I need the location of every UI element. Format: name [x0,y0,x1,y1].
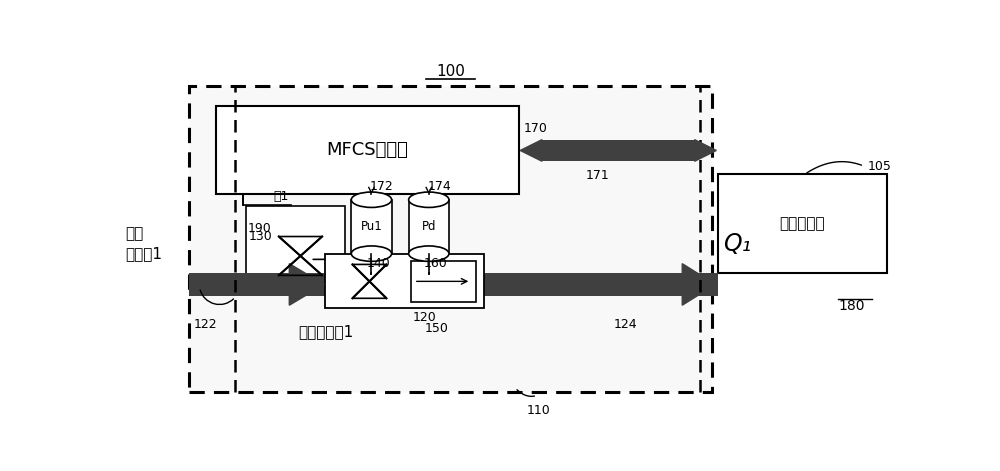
Bar [484,273,712,296]
Ellipse shape [409,246,449,261]
Bar [351,200,392,254]
Text: 150: 150 [425,322,449,335]
Text: 主机控制器: 主机控制器 [780,216,825,231]
Text: Q₁: Q₁ [723,232,751,256]
Text: 120: 120 [412,311,436,325]
Text: 170: 170 [524,122,548,135]
Text: 122: 122 [193,317,217,331]
Text: MFCS控制器: MFCS控制器 [327,141,409,159]
Text: 174: 174 [427,180,451,193]
Bar [712,273,718,296]
Text: 110: 110 [526,404,550,417]
Ellipse shape [351,192,392,207]
Text: 130: 130 [249,229,273,243]
Text: 流量限制器1: 流量限制器1 [298,324,353,339]
Text: Pu1: Pu1 [361,220,382,233]
Bar [216,106,519,195]
Ellipse shape [409,192,449,207]
Polygon shape [520,140,542,161]
Text: 190: 190 [247,222,271,235]
Text: 来自
气体源1: 来自 气体源1 [125,226,162,261]
Polygon shape [289,264,324,305]
Bar [325,254,484,309]
Bar [324,273,382,296]
Bar [246,206,345,292]
Bar [411,260,476,302]
Bar [189,273,324,296]
Text: 172: 172 [370,180,394,193]
Bar [189,86,712,392]
Text: 105: 105 [867,161,891,173]
Text: 180: 180 [838,299,864,313]
Polygon shape [695,140,716,161]
Text: 140: 140 [367,257,391,270]
Text: 171: 171 [586,169,610,182]
Text: 160: 160 [424,257,448,270]
Bar [540,140,697,161]
Text: Pd: Pd [422,220,436,233]
Polygon shape [682,264,716,305]
Ellipse shape [351,246,392,261]
Bar [718,174,887,273]
Text: 124: 124 [613,317,637,331]
Bar [409,200,449,254]
Text: 100: 100 [436,64,465,79]
Text: 阀1: 阀1 [273,190,288,203]
